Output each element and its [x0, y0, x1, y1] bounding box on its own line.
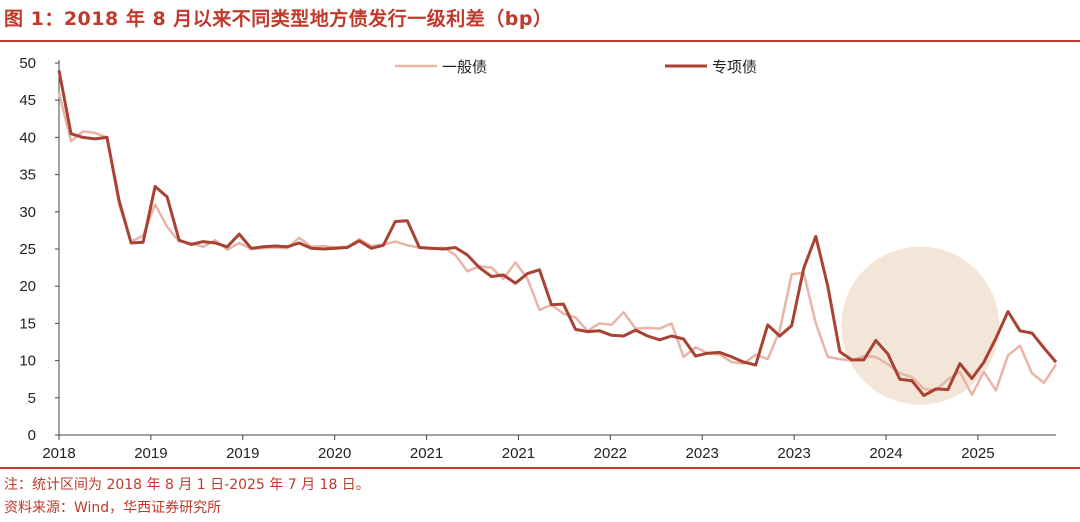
figure-title: 图 1：2018 年 8 月以来不同类型地方债发行一级利差（bp）	[4, 8, 553, 30]
x-tick-label: 2022	[594, 445, 627, 462]
y-tick-label: 0	[28, 427, 36, 444]
x-tick-label: 2023	[686, 445, 719, 462]
footer-rule	[0, 467, 1080, 469]
x-tick-label: 2019	[226, 445, 259, 462]
y-tick-label: 40	[19, 129, 36, 146]
series-line-special	[57, 70, 1058, 398]
y-tick-label: 10	[19, 353, 36, 370]
chart-legend: 一般债 专项债	[395, 59, 757, 76]
y-tick-label: 5	[28, 390, 36, 407]
x-tick-label: 2021	[410, 445, 443, 462]
x-tick-label: 2018	[42, 445, 75, 462]
legend-label-1: 一般债	[442, 59, 487, 76]
x-tick-label: 2021	[502, 445, 535, 462]
y-tick-label: 35	[19, 167, 36, 184]
figure-source: 资料来源：Wind，华西证券研究所	[4, 500, 222, 516]
y-tick-label: 15	[19, 315, 36, 332]
x-tick-label: 2024	[869, 445, 902, 462]
series-line-general	[57, 92, 1058, 397]
y-tick-label: 50	[19, 55, 36, 72]
y-tick-label: 45	[19, 92, 36, 109]
y-tick-label: 25	[19, 241, 36, 258]
x-tick-label: 2020	[318, 445, 351, 462]
x-tick-label: 2019	[134, 445, 167, 462]
y-tick-label: 20	[19, 278, 36, 295]
legend-label-2: 专项债	[712, 59, 757, 76]
figure-note: 注：统计区间为 2018 年 8 月 1 日-2025 年 7 月 18 日。	[4, 477, 370, 493]
highlight-circles	[841, 246, 1000, 405]
highlight-circle-1	[841, 246, 1000, 405]
series-lines	[57, 70, 1058, 398]
x-tick-label: 2025	[961, 445, 994, 462]
y-tick-label: 30	[19, 204, 36, 221]
title-rule	[0, 40, 1080, 42]
x-tick-label: 2023	[777, 445, 810, 462]
